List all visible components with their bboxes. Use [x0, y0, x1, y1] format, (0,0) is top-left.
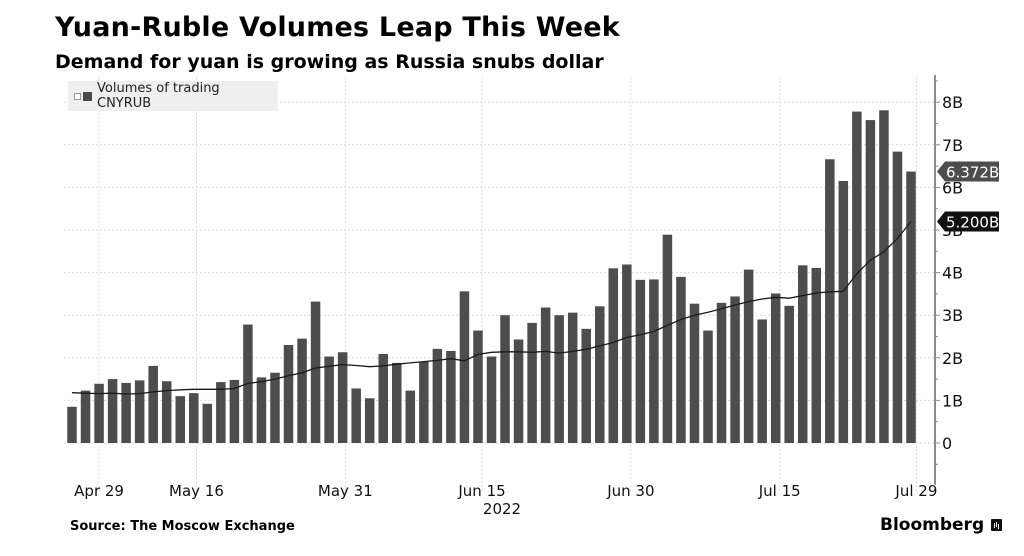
line-series	[71, 221, 912, 395]
bar	[906, 171, 916, 443]
bar	[202, 403, 213, 443]
bar	[337, 352, 348, 443]
bar	[784, 305, 794, 443]
bar	[554, 315, 564, 443]
x-tick-label: Jun 30	[606, 482, 654, 500]
bar	[94, 383, 104, 443]
bar	[297, 338, 307, 443]
bar	[730, 296, 740, 443]
bar	[446, 350, 456, 443]
source-note: Source: The Moscow Exchange	[70, 519, 295, 534]
bar	[473, 330, 483, 443]
x-tick-label: Apr 29	[74, 482, 124, 500]
x-tick-label: Jul 15	[758, 482, 801, 500]
x-year-label: 2022	[483, 500, 521, 518]
y-tick-label: 1B	[942, 391, 963, 410]
bar	[649, 279, 659, 443]
y-tick-label: 6B	[942, 178, 963, 197]
bar	[67, 406, 77, 443]
bar-series	[67, 110, 916, 444]
bar	[852, 111, 862, 444]
bar	[107, 379, 118, 443]
y-tick-label: 8B	[942, 93, 963, 112]
bloomberg-chart-icon	[991, 519, 1003, 531]
brand-name: Bloomberg	[880, 515, 985, 535]
callout-badge	[937, 161, 999, 182]
bar	[175, 396, 186, 443]
bar	[811, 267, 822, 443]
bar	[256, 377, 267, 443]
bar	[716, 302, 727, 443]
y-tick-label: 7B	[942, 136, 963, 155]
legend-label: Volumes of trading CNYRUB	[97, 81, 220, 111]
bar	[743, 269, 754, 443]
bar	[405, 390, 416, 443]
bar	[270, 372, 280, 443]
bar	[635, 279, 646, 443]
bar	[770, 293, 781, 443]
bar	[324, 356, 334, 443]
bar	[797, 265, 808, 443]
bar	[80, 390, 91, 443]
bar	[513, 339, 524, 443]
callout-badge	[937, 211, 999, 232]
y-tick-label: 2B	[942, 349, 963, 368]
bar	[892, 151, 903, 443]
bar	[283, 345, 294, 443]
y-tick-label: 4B	[942, 264, 963, 283]
x-tick-label: Jul 29	[894, 482, 937, 500]
x-tick-label: Jun 15	[457, 482, 505, 500]
bar	[392, 362, 402, 443]
y-axis: 01B2B3B4B5B6B7B8B	[934, 75, 963, 485]
bar	[351, 388, 361, 443]
bar	[161, 381, 172, 443]
bar	[189, 393, 199, 443]
bar	[865, 120, 876, 443]
legend-swatch	[83, 91, 92, 101]
brand: Bloomberg	[880, 515, 1003, 535]
bar	[432, 348, 443, 443]
bar	[757, 319, 767, 443]
bar	[419, 361, 429, 443]
bar	[703, 330, 713, 443]
bar	[459, 291, 470, 443]
bar	[567, 312, 578, 443]
bar	[310, 301, 321, 443]
bar	[364, 398, 375, 443]
callout-label: 6.372B	[946, 164, 999, 182]
bar	[581, 328, 591, 443]
chart-subtitle: Demand for yuan is growing as Russia snu…	[55, 51, 604, 73]
bar	[229, 379, 240, 443]
bar	[608, 268, 619, 443]
x-tick-label: May 31	[318, 482, 373, 500]
bar	[662, 234, 673, 443]
moving-average-line	[71, 221, 912, 395]
y-tick-label: 3B	[942, 306, 963, 325]
chart-title: Yuan-Ruble Volumes Leap This Week	[55, 12, 620, 43]
bar	[216, 382, 226, 443]
bar	[540, 307, 551, 443]
bar	[838, 181, 849, 443]
legend: Volumes of trading CNYRUB	[68, 81, 278, 111]
bar	[121, 382, 131, 443]
bar	[486, 356, 497, 443]
x-tick-label: May 16	[169, 482, 224, 500]
bar	[500, 315, 510, 443]
bar	[148, 365, 158, 443]
callout-label: 5.200B	[946, 213, 999, 231]
y-tick-label: 0	[942, 434, 952, 453]
bar	[689, 303, 700, 443]
bar	[134, 380, 145, 443]
bar	[676, 276, 686, 443]
bar	[825, 159, 835, 443]
value-callouts: 6.372B 5.200B	[937, 161, 999, 232]
bar	[378, 353, 388, 443]
bar	[527, 322, 537, 443]
bar	[879, 110, 889, 443]
x-axis: Apr 29 May 16 May 31 Jun 15 Jun 30 Jul 15 Jul …	[74, 482, 937, 518]
legend-toggle-icon[interactable]	[74, 92, 81, 100]
bar	[595, 306, 605, 443]
bar	[622, 264, 632, 443]
